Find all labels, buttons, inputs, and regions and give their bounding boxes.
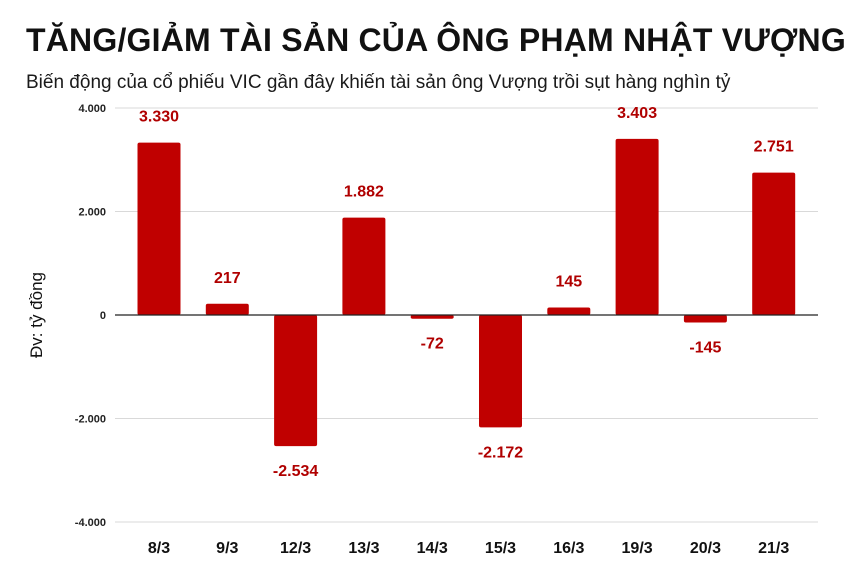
bar bbox=[410, 315, 454, 319]
y-tick-label: 2.000 bbox=[78, 207, 106, 219]
x-category-label: 16/3 bbox=[553, 540, 584, 557]
chart-subtitle: Biến động của cổ phiếu VIC gần đây khiến… bbox=[26, 72, 731, 93]
data-label: -72 bbox=[421, 336, 444, 353]
data-label: 1.882 bbox=[344, 184, 384, 201]
data-label: -2.172 bbox=[478, 444, 523, 461]
y-tick-label: 4.000 bbox=[78, 103, 106, 115]
gridlines bbox=[115, 107, 818, 523]
x-category-label: 15/3 bbox=[485, 540, 516, 557]
x-category-label: 14/3 bbox=[417, 540, 448, 557]
data-label: 3.330 bbox=[139, 109, 179, 126]
y-axis-ticks: 4.000 2.000 0 -2.000 -4.000 bbox=[75, 103, 106, 529]
x-category-label: 20/3 bbox=[690, 540, 721, 557]
x-axis-categories: 8/3 9/3 12/3 13/3 14/3 15/3 16/3 19/3 20/3 21/3 bbox=[148, 540, 789, 557]
data-label: 2.751 bbox=[754, 139, 794, 156]
bars bbox=[137, 138, 796, 447]
bar bbox=[205, 303, 249, 315]
bar bbox=[615, 138, 659, 315]
bar bbox=[479, 315, 522, 428]
chart-title: TĂNG/GIẢM TÀI SẢN CỦA ÔNG PHẠM NHẬT VƯỢN… bbox=[26, 22, 844, 58]
data-label: 3.403 bbox=[617, 105, 657, 122]
data-label: 145 bbox=[555, 273, 582, 290]
x-category-label: 12/3 bbox=[280, 540, 311, 557]
x-category-label: 8/3 bbox=[148, 540, 170, 557]
y-tick-label: -4.000 bbox=[75, 517, 106, 529]
y-tick-label: 0 bbox=[100, 310, 106, 322]
x-category-label: 21/3 bbox=[758, 540, 789, 557]
bar bbox=[683, 315, 727, 323]
x-category-label: 19/3 bbox=[622, 540, 653, 557]
data-label: 217 bbox=[214, 270, 241, 287]
x-category-label: 9/3 bbox=[216, 540, 238, 557]
data-label: -2.534 bbox=[273, 463, 318, 480]
bar bbox=[274, 315, 318, 447]
bar bbox=[342, 217, 386, 315]
bar bbox=[137, 142, 181, 315]
bar bbox=[752, 172, 796, 315]
x-category-label: 13/3 bbox=[348, 540, 379, 557]
data-labels: 3.330 217 -2.534 1.882 -72 -2.172 145 3.403 -145… bbox=[139, 105, 794, 480]
data-label: -145 bbox=[689, 340, 721, 357]
y-tick-label: -2.000 bbox=[75, 414, 106, 426]
bar bbox=[547, 307, 591, 315]
y-axis-title: Đv: tỷ đồng bbox=[27, 272, 46, 358]
